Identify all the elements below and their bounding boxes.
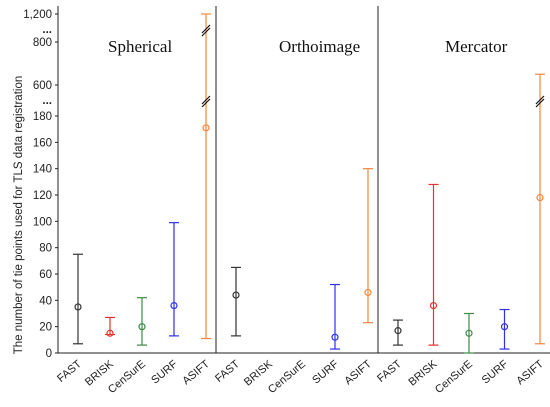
break-slash bbox=[201, 27, 211, 37]
panels: Spherical Orthoimage Mercator bbox=[108, 6, 508, 353]
mean-marker bbox=[232, 291, 240, 299]
y-tick-label: 40 bbox=[39, 295, 52, 307]
y-tick-label: 1,200 bbox=[23, 9, 52, 21]
mean-marker bbox=[138, 323, 146, 331]
x-tick-label: BRISK bbox=[406, 358, 440, 389]
y-tick-label: 600 bbox=[33, 80, 52, 92]
y-tick-label: 0 bbox=[46, 348, 52, 360]
x-tick-label: SURF bbox=[480, 358, 511, 387]
axis-break-marker: ... bbox=[42, 95, 52, 107]
panel-title: Mercator bbox=[445, 37, 508, 56]
mean-marker bbox=[170, 302, 178, 310]
mean-marker bbox=[106, 329, 114, 337]
mean-marker bbox=[202, 124, 210, 132]
x-tick-label: CenSurE bbox=[266, 358, 308, 396]
break-slash bbox=[535, 95, 545, 105]
mean-marker bbox=[536, 194, 544, 202]
y-tick-label: 180 bbox=[33, 111, 52, 123]
y-tick-label: 100 bbox=[33, 216, 52, 228]
y-tick-label: 160 bbox=[33, 137, 52, 149]
y-tick-label: 140 bbox=[33, 164, 52, 176]
mean-marker bbox=[331, 333, 339, 341]
x-tick-label: ASIFT bbox=[514, 358, 546, 387]
break-slash bbox=[201, 95, 211, 105]
break-slash bbox=[201, 98, 211, 108]
y-tick-label: 60 bbox=[39, 269, 52, 281]
break-slash bbox=[535, 98, 545, 108]
x-tick-label: ASIFT bbox=[180, 358, 212, 387]
mean-marker bbox=[500, 323, 509, 331]
x-tick-label: SURF bbox=[310, 358, 341, 387]
axis-layer: 0 20 40 60 80 100 120 140 160 180 600 800 1,200.....… bbox=[23, 6, 550, 360]
mean-marker bbox=[394, 327, 402, 335]
y-tick-label: 80 bbox=[39, 243, 52, 255]
mean-marker bbox=[465, 329, 473, 337]
y-tick-label: 800 bbox=[33, 37, 52, 49]
mean-marker bbox=[364, 288, 372, 297]
break-slash bbox=[201, 24, 211, 34]
x-tick-label: FAST bbox=[375, 358, 404, 385]
x-tick-label: CenSurE bbox=[433, 358, 475, 396]
x-tick-label: FAST bbox=[213, 358, 242, 385]
mean-marker bbox=[429, 302, 438, 310]
axis-break-marker: ... bbox=[42, 24, 52, 36]
panel-title: Spherical bbox=[108, 37, 172, 56]
y-tick-label: 20 bbox=[39, 322, 52, 334]
x-tick-label: SURF bbox=[149, 358, 180, 387]
panel-title: Orthoimage bbox=[279, 37, 360, 56]
x-tick-label: ASIFT bbox=[342, 358, 374, 387]
x-tick-label: FAST bbox=[55, 358, 84, 385]
y-tick-label: 120 bbox=[33, 190, 52, 202]
y-axis-label: The number of tie points used for TLS da… bbox=[13, 76, 25, 355]
mean-marker bbox=[74, 303, 82, 311]
